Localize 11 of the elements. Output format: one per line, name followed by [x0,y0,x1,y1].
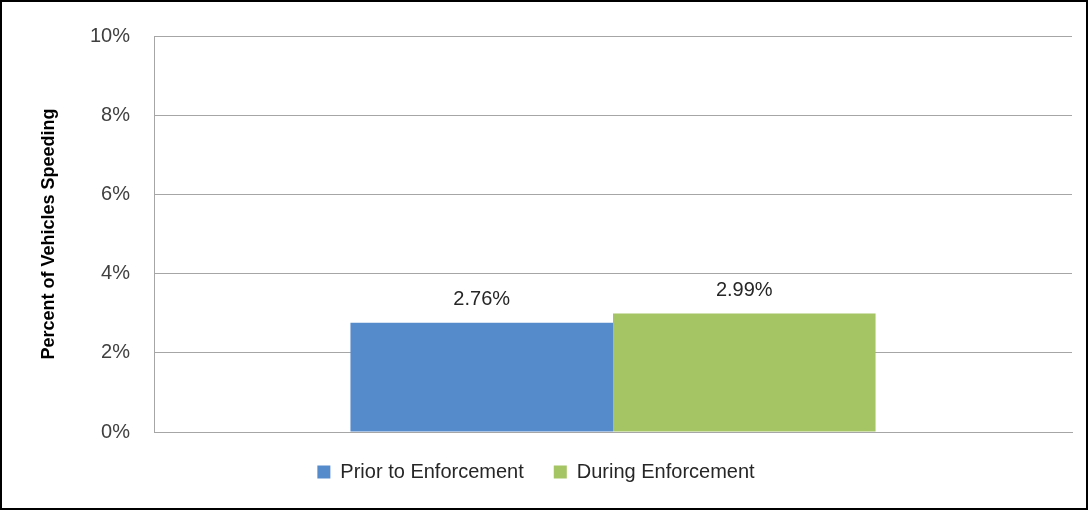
y-tick-label: 8% [101,102,131,125]
y-tick-label: 10% [89,23,131,46]
y-axis-title: Percent of Vehicles Speeding [37,108,58,360]
data-label: 2.76% [453,287,511,310]
y-tick-label: 4% [101,261,131,284]
data-label: 2.99% [715,278,773,301]
y-tick-label: 2% [101,340,131,363]
legend-label: Prior to Enforcement [340,459,525,482]
y-tick-label: 6% [101,181,131,204]
legend-label: During Enforcement [576,459,756,482]
y-tick-label: 0% [101,419,131,442]
